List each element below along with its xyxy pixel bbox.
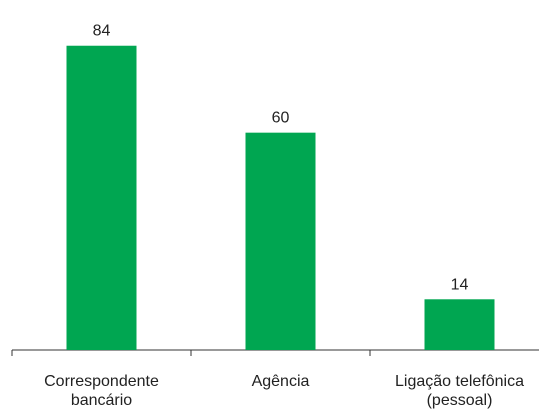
- bar: [66, 45, 137, 350]
- x-tick-label: Correspondente bancário: [44, 373, 159, 409]
- x-tick-label: Ligação telefônica (pessoal): [395, 373, 524, 409]
- x-tick-label-line: bancário: [71, 392, 132, 409]
- x-tick-label: Agência: [252, 373, 310, 390]
- x-tick-label-line: (pessoal): [427, 392, 493, 409]
- data-label: 14: [451, 276, 469, 293]
- bar: [424, 299, 495, 350]
- x-tick-label-line: Correspondente: [44, 373, 159, 390]
- data-label: 84: [93, 23, 111, 40]
- x-tick-label-line: Agência: [252, 373, 310, 390]
- x-tick-label-line: Ligação telefônica: [395, 373, 524, 390]
- bar: [245, 132, 316, 350]
- data-label: 60: [272, 110, 290, 127]
